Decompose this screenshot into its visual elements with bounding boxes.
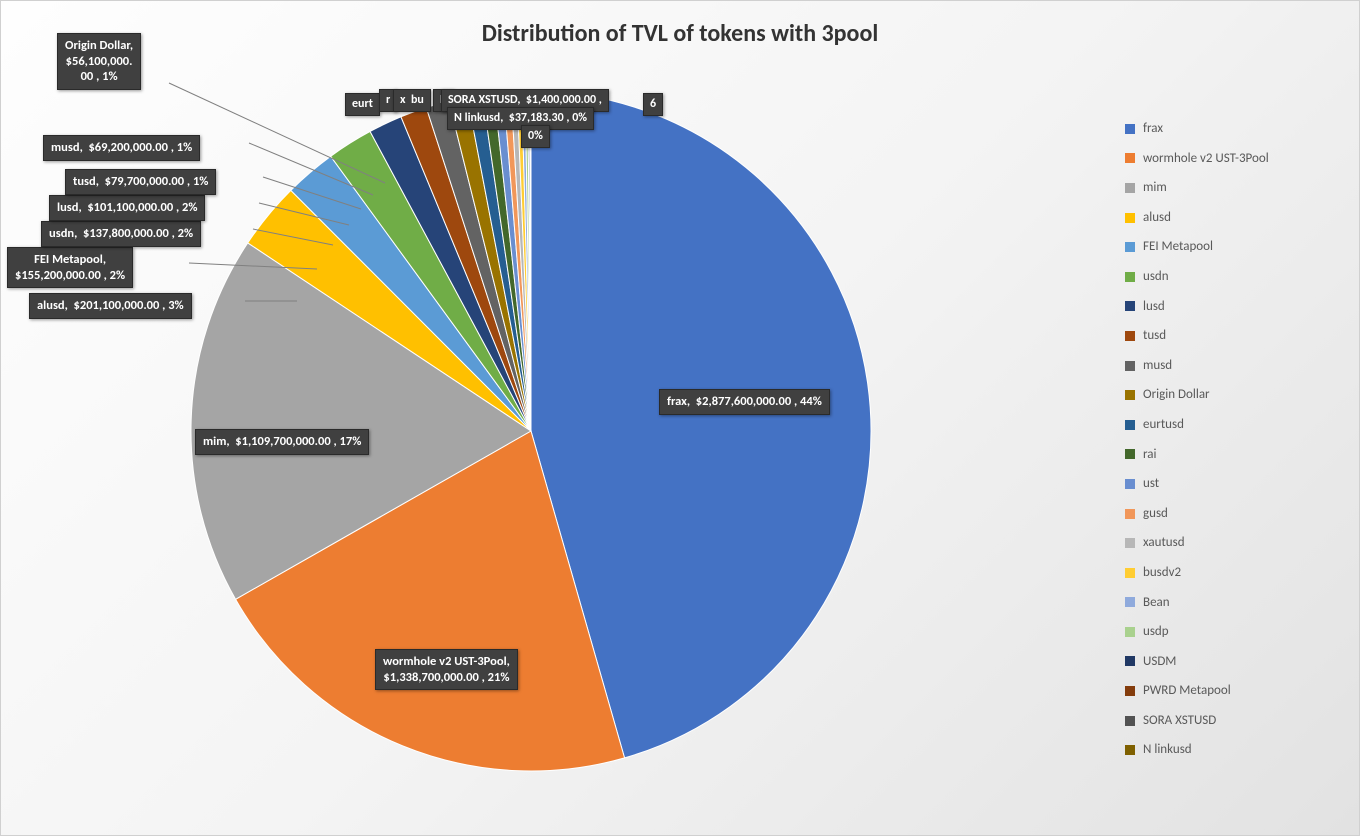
legend-item: PWRD Metapool (1125, 683, 1335, 699)
legend-item: lusd (1125, 299, 1335, 315)
legend-label: usdp (1143, 624, 1169, 640)
legend-swatch (1125, 213, 1135, 223)
legend-label: FEI Metapool (1143, 239, 1213, 255)
legend-label: musd (1143, 358, 1172, 374)
data-label: 6 (643, 93, 663, 116)
legend-swatch (1125, 301, 1135, 311)
data-label: FEI Metapool,$155,200,000.00 , 2% (7, 247, 133, 288)
legend-swatch (1125, 686, 1135, 696)
legend-swatch (1125, 153, 1135, 163)
legend-swatch (1125, 538, 1135, 548)
legend-label: gusd (1143, 506, 1168, 522)
legend-swatch (1125, 331, 1135, 341)
legend-label: xautusd (1143, 535, 1185, 551)
legend-item: ust (1125, 476, 1335, 492)
legend-item: tusd (1125, 328, 1335, 344)
legend-swatch (1125, 568, 1135, 578)
legend-label: mim (1143, 180, 1167, 196)
legend-item: SORA XSTUSD (1125, 713, 1335, 729)
legend-item: xautusd (1125, 535, 1335, 551)
legend-label: frax (1143, 121, 1163, 137)
legend-label: alusd (1143, 210, 1171, 226)
legend-item: frax (1125, 121, 1335, 137)
legend-swatch (1125, 479, 1135, 489)
data-label: Origin Dollar,$56,100,000.00 , 1% (57, 33, 141, 90)
legend-item: rai (1125, 447, 1335, 463)
legend-item: wormhole v2 UST-3Pool (1125, 151, 1335, 167)
legend-item: N linkusd (1125, 742, 1335, 758)
legend-item: usdp (1125, 624, 1335, 640)
legend-label: PWRD Metapool (1143, 683, 1231, 699)
legend-label: rai (1143, 447, 1156, 463)
legend-label: eurtusd (1143, 417, 1184, 433)
data-label: musd, $69,200,000.00 , 1% (43, 135, 200, 161)
legend-swatch (1125, 449, 1135, 459)
legend-swatch (1125, 272, 1135, 282)
legend-item: gusd (1125, 506, 1335, 522)
legend-label: SORA XSTUSD (1143, 713, 1216, 729)
legend-label: Bean (1143, 595, 1170, 611)
data-label: frax, $2,877,600,000.00 , 44% (659, 389, 830, 415)
legend-item: Bean (1125, 595, 1335, 611)
legend-swatch (1125, 509, 1135, 519)
legend-label: lusd (1143, 299, 1165, 315)
legend-label: wormhole v2 UST-3Pool (1143, 151, 1269, 167)
legend-label: N linkusd (1143, 742, 1192, 758)
legend-item: mim (1125, 180, 1335, 196)
legend-item: FEI Metapool (1125, 239, 1335, 255)
legend-swatch (1125, 124, 1135, 134)
legend-label: busdv2 (1143, 565, 1181, 581)
legend-item: Origin Dollar (1125, 387, 1335, 403)
legend-label: USDM (1143, 654, 1176, 670)
data-label: 0% (521, 125, 550, 148)
data-label: tusd, $79,700,000.00 , 1% (65, 169, 216, 195)
data-label: alusd, $201,100,000.00 , 3% (29, 293, 192, 319)
legend-label: usdn (1143, 269, 1169, 285)
legend-swatch (1125, 597, 1135, 607)
data-label: x bu (393, 89, 431, 112)
legend-item: busdv2 (1125, 565, 1335, 581)
legend-swatch (1125, 390, 1135, 400)
legend-swatch (1125, 361, 1135, 371)
legend-item: USDM (1125, 654, 1335, 670)
legend-swatch (1125, 656, 1135, 666)
data-label: mim, $1,109,700,000.00 , 17% (195, 429, 369, 455)
data-label: wormhole v2 UST-3Pool,$1,338,700,000.00 … (375, 649, 518, 690)
legend-swatch (1125, 716, 1135, 726)
legend-swatch (1125, 183, 1135, 193)
legend-item: eurtusd (1125, 417, 1335, 433)
legend-swatch (1125, 745, 1135, 755)
legend-swatch (1125, 420, 1135, 430)
data-label: eurt (345, 93, 380, 116)
legend-label: Origin Dollar (1143, 387, 1210, 403)
chart-title: Distribution of TVL of tokens with 3pool (1, 19, 1359, 48)
legend-label: ust (1143, 476, 1159, 492)
data-label: usdn, $137,800,000.00 , 2% (41, 221, 201, 247)
legend-item: alusd (1125, 210, 1335, 226)
legend-label: tusd (1143, 328, 1166, 344)
chart-container: Distribution of TVL of tokens with 3pool… (0, 0, 1360, 836)
data-label: lusd, $101,100,000.00 , 2% (49, 195, 205, 221)
legend-swatch (1125, 627, 1135, 637)
legend: frax wormhole v2 UST-3Pool mim alusd FEI Met… (1125, 121, 1335, 772)
legend-item: usdn (1125, 269, 1335, 285)
legend-swatch (1125, 242, 1135, 252)
legend-item: musd (1125, 358, 1335, 374)
